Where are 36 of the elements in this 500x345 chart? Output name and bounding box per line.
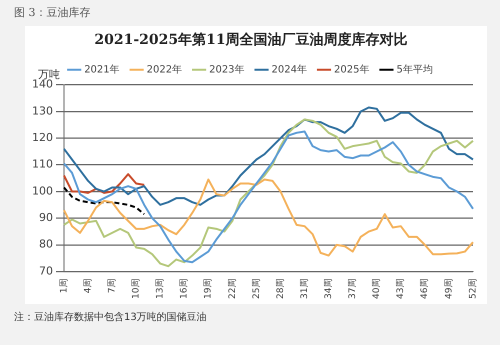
x-tick-label: 31周 [298, 278, 310, 299]
y-tick-label: 110 [32, 158, 53, 171]
legend-label: 2025年 [334, 63, 370, 76]
x-tick-label: 37周 [347, 278, 358, 299]
legend-label: 2022年 [146, 63, 182, 76]
x-tick-label: 13周 [154, 278, 166, 299]
x-tick-label: 40周 [371, 278, 382, 299]
legend-label: 5年平均 [396, 63, 433, 76]
y-tick-label: 130 [32, 104, 53, 118]
x-tick-label: 28周 [274, 278, 286, 299]
text: 注：豆油库存数据中包含13万吨的国储豆油 [14, 310, 207, 324]
y-tick-label: 80 [38, 238, 53, 251]
x-tick-label: 25周 [250, 278, 262, 299]
legend-label: 2021年 [84, 63, 120, 76]
x-tick-label: 22周 [226, 278, 238, 299]
x-tick-label: 43周 [395, 278, 406, 299]
x-tick-label: 49周 [443, 278, 454, 299]
x-tick-label: 10周 [130, 278, 142, 299]
y-tick-label: 120 [32, 131, 53, 144]
x-tick-label: 46周 [419, 278, 430, 299]
chart-subtitle: 图 3：豆油库存 [14, 5, 90, 20]
x-tick-label: 7周 [106, 278, 118, 294]
chart-title: 2021-2025年第11周全国油厂豆油周度库存对比 [94, 31, 408, 48]
x-tick-label: 19周 [202, 278, 214, 299]
legend-label: 2024年 [272, 63, 307, 76]
y-tick-label: 90 [38, 211, 53, 224]
x-tick-label: 52周 [467, 278, 478, 299]
x-tick-label: 4周 [82, 278, 94, 294]
legend-label: 2023年 [209, 63, 245, 76]
line-series [62, 186, 146, 216]
x-tick-label: 16周 [178, 278, 190, 299]
x-tick-label: 34周 [322, 278, 334, 299]
y-tick-label: 140 [32, 78, 53, 91]
y-tick-label: 70 [38, 264, 53, 278]
y-tick-label: 100 [32, 184, 53, 198]
x-tick-label: 1周 [58, 278, 70, 294]
